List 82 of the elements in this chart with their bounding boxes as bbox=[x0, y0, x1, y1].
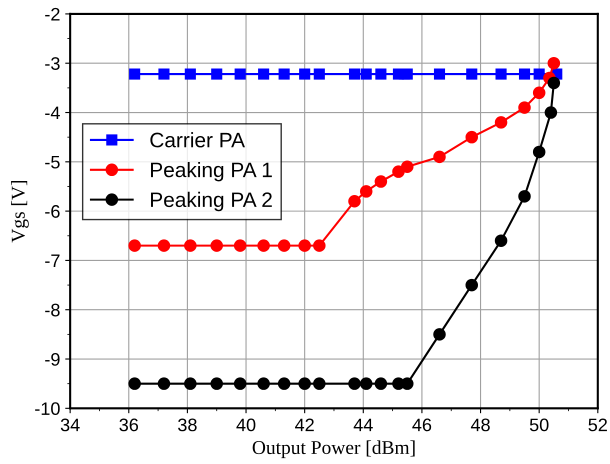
point bbox=[534, 68, 545, 80]
x-tick-label: 52 bbox=[588, 418, 607, 432]
point bbox=[374, 377, 388, 390]
point bbox=[548, 56, 560, 70]
point bbox=[158, 377, 170, 390]
x-tick-label: 36 bbox=[119, 418, 138, 432]
point bbox=[348, 377, 361, 390]
point bbox=[434, 68, 446, 80]
point bbox=[466, 130, 478, 144]
point bbox=[299, 68, 310, 80]
x-tick-label: 44 bbox=[354, 418, 373, 432]
point bbox=[375, 68, 386, 80]
point bbox=[234, 377, 246, 390]
legend-label: Peaking PA 2 bbox=[151, 192, 272, 212]
point bbox=[211, 68, 222, 80]
point bbox=[234, 239, 246, 252]
x-axis-title: Output Power [dBm] bbox=[252, 440, 415, 458]
point bbox=[544, 106, 558, 119]
y-tick-label: -2 bbox=[45, 8, 60, 20]
point bbox=[433, 150, 446, 164]
point bbox=[466, 278, 478, 292]
point bbox=[210, 377, 223, 390]
point bbox=[496, 68, 507, 80]
legend-label: Carrier PA bbox=[150, 132, 245, 148]
x-tick-label: 50 bbox=[530, 418, 549, 432]
point bbox=[532, 86, 546, 100]
point bbox=[158, 68, 170, 80]
point bbox=[313, 239, 326, 252]
point bbox=[278, 377, 290, 390]
point bbox=[360, 377, 372, 390]
y-tick-label: -4 bbox=[45, 106, 60, 120]
x-tick-label: 38 bbox=[178, 418, 197, 432]
point bbox=[184, 68, 196, 80]
y-tick-label: -6 bbox=[45, 205, 60, 218]
legend-label: Peaking PA 1 bbox=[151, 162, 272, 182]
point bbox=[278, 68, 290, 80]
point bbox=[494, 116, 508, 129]
point bbox=[360, 185, 372, 198]
point bbox=[128, 239, 141, 252]
y-axis-title: Vgs [V] bbox=[11, 180, 29, 242]
point bbox=[257, 239, 270, 252]
point bbox=[314, 68, 325, 80]
point bbox=[129, 68, 140, 80]
x-tick-label: 40 bbox=[236, 418, 256, 432]
point bbox=[313, 377, 326, 390]
point bbox=[184, 377, 197, 390]
point bbox=[518, 68, 530, 80]
point bbox=[348, 195, 361, 208]
y-tick-label: -5 bbox=[45, 156, 60, 169]
point bbox=[210, 239, 223, 252]
point bbox=[494, 234, 508, 247]
point bbox=[401, 160, 414, 173]
x-tick-label: 42 bbox=[295, 418, 314, 432]
point bbox=[234, 68, 246, 80]
x-tick-label: 46 bbox=[412, 418, 432, 432]
y-tick-label: -3 bbox=[45, 57, 60, 70]
point bbox=[348, 68, 360, 80]
point bbox=[257, 377, 270, 390]
point bbox=[298, 239, 311, 252]
point bbox=[360, 68, 372, 80]
point bbox=[392, 165, 405, 178]
point bbox=[158, 239, 170, 252]
y-tick-label: -7 bbox=[45, 254, 60, 267]
point bbox=[184, 239, 197, 252]
point bbox=[532, 146, 546, 158]
point bbox=[518, 101, 531, 114]
point bbox=[298, 377, 311, 390]
y-tick-label: -10 bbox=[35, 402, 60, 416]
point bbox=[433, 328, 446, 341]
point bbox=[518, 190, 531, 203]
point bbox=[278, 239, 290, 252]
point bbox=[466, 68, 478, 80]
point bbox=[374, 175, 388, 188]
y-tick-label: -9 bbox=[45, 352, 60, 366]
point bbox=[548, 76, 560, 90]
point bbox=[128, 377, 141, 390]
point bbox=[402, 68, 413, 80]
point bbox=[258, 68, 270, 80]
point bbox=[401, 377, 414, 390]
y-tick-label: -8 bbox=[45, 304, 60, 316]
x-tick-label: 48 bbox=[470, 418, 490, 432]
x-tick-label: 34 bbox=[60, 418, 80, 432]
